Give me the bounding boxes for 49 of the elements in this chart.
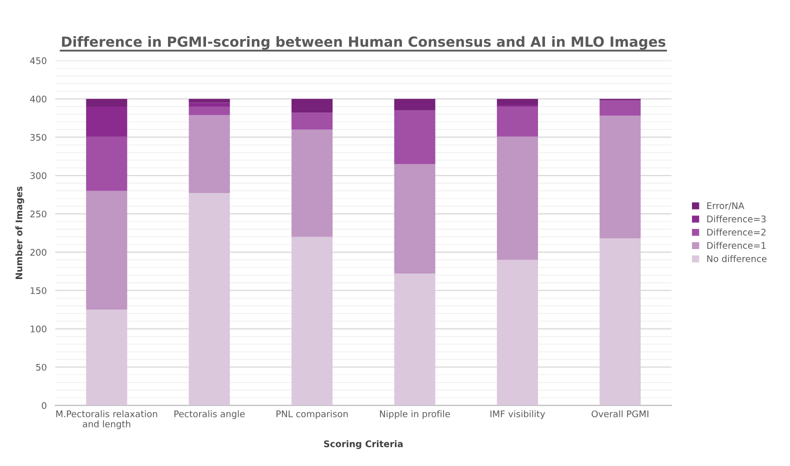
y-tick-label: 50 [36,364,46,371]
bar [600,116,641,238]
bar [188,193,230,406]
bar [86,190,128,310]
bar [188,102,230,107]
y-tick-label: 100 [30,326,46,332]
bar [496,106,538,136]
x-tick-label: IMF visibility [490,410,546,420]
bar [394,110,436,164]
bar [600,238,641,406]
y-tick-label: 0 [42,402,46,409]
x-tick-label: Pectoralis angle [174,410,245,420]
bar [86,310,128,406]
y-tick-label: 400 [30,96,46,102]
x-axis-title: Scoring Criteria [324,440,403,450]
bar [292,112,333,130]
bar [496,260,538,406]
x-tick-label: Nipple in profile [380,410,450,420]
bar [292,236,333,406]
y-axis-title: Number of Images [15,186,24,279]
bar [394,98,436,110]
bar [86,136,128,191]
legend-label: Error/NA [707,202,744,210]
bar [188,106,230,115]
y-tick-label: 250 [30,210,46,218]
legend-label: Difference=3 [707,215,766,222]
legend-label: Difference=1 [707,242,766,249]
y-tick-label: 350 [30,134,46,141]
y-tick-label: 200 [30,248,46,256]
bar [292,130,333,237]
y-tick-label: 150 [30,287,46,294]
bar [86,98,128,107]
legend-label: Difference=2 [707,228,766,236]
bar [496,98,538,106]
bar [394,164,436,274]
bar [600,100,641,116]
x-tick-label: Overall PGMI [592,410,648,418]
legend-label: No difference [707,255,767,262]
bar [188,114,230,194]
x-tick-label: PNL comparison [276,410,348,420]
bar [86,106,128,136]
y-tick-label: 450 [30,57,46,64]
bar [188,98,230,103]
bar [394,274,436,406]
chart-title: Difference in PGMI-scoring between Human Consensus and AI in MLO Images [62,36,666,50]
bar [292,98,333,113]
x-tick-label: M.Pectoralis relaxation and length [56,410,158,430]
y-tick-label: 300 [30,172,46,180]
bar [496,136,538,260]
